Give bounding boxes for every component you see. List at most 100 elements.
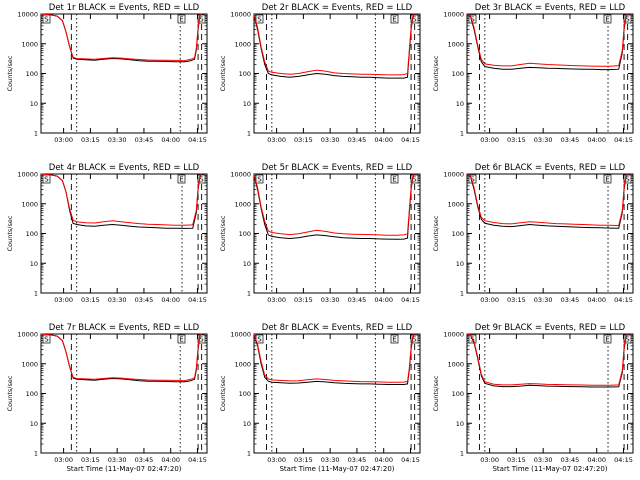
x-tick-label: 04:15 <box>401 136 420 144</box>
y-tick-label: 1 <box>247 290 251 298</box>
y-tick-label: 100 <box>452 390 464 398</box>
corner-label-box <box>42 334 51 344</box>
y-tick-label: 10 <box>30 260 38 268</box>
corner-label: E <box>179 176 183 184</box>
y-tick-label: 1 <box>460 450 464 458</box>
y-tick-label: 10000 <box>230 331 251 339</box>
x-tick-label: 04:15 <box>188 456 207 464</box>
y-tick-label: 10 <box>456 100 464 108</box>
x-tick-label: 04:15 <box>614 136 633 144</box>
corner-label: E <box>392 16 396 24</box>
corner-label-box <box>390 334 399 344</box>
chart-panel: Det 9r BLACK = Events, RED = LLD Counts/s… <box>432 323 634 473</box>
y-tick-label: 10000 <box>17 331 38 339</box>
y-axis-label: Counts/sec <box>432 215 440 251</box>
x-tick-label: 03:00 <box>54 296 73 304</box>
y-tick-label: 10000 <box>17 171 38 179</box>
lld-series-line <box>466 13 628 67</box>
y-tick-label: 1000 <box>21 360 38 368</box>
lld-series-line <box>253 173 415 236</box>
lld-series-line <box>466 333 628 386</box>
x-tick-label: 03:30 <box>108 136 127 144</box>
y-axis-label: Counts/sec <box>432 55 440 91</box>
lld-series-line <box>466 173 628 227</box>
y-tick-label: 10000 <box>230 171 251 179</box>
y-tick-label: 100 <box>239 230 251 238</box>
corner-label: S <box>44 176 49 184</box>
x-tick-label: 04:15 <box>401 296 420 304</box>
corner-label: E <box>179 16 183 24</box>
corner-label-box <box>255 174 264 184</box>
corner-label: S <box>470 16 475 24</box>
y-tick-label: 1 <box>34 450 38 458</box>
x-tick-label: 03:30 <box>534 456 553 464</box>
x-tick-label: 03:45 <box>348 456 367 464</box>
chart-panel: Det 8r BLACK = Events, RED = LLD Counts/s… <box>219 323 421 473</box>
x-tick-label: 03:15 <box>81 456 100 464</box>
corner-label-box <box>197 14 206 24</box>
x-tick-label: 04:00 <box>161 296 180 304</box>
y-tick-label: 10000 <box>443 11 464 19</box>
x-tick-label: 03:30 <box>321 136 340 144</box>
corner-label: E <box>392 336 396 344</box>
events-series-line <box>40 333 202 383</box>
chart-panel: Det 6r BLACK = Events, RED = LLD Counts/s… <box>432 163 634 304</box>
y-tick-label: 100 <box>26 390 38 398</box>
y-tick-label: 10000 <box>230 11 251 19</box>
x-tick-label: 03:45 <box>135 456 154 464</box>
y-tick-label: 1000 <box>447 40 464 48</box>
x-tick-label: 03:00 <box>54 456 73 464</box>
x-tick-label: 04:00 <box>374 456 393 464</box>
x-axis-label: Start Time (11-May-07 02:47:20) <box>66 465 181 473</box>
x-tick-label: 03:15 <box>81 136 100 144</box>
y-tick-label: 100 <box>26 70 38 78</box>
corner-label: E <box>392 176 396 184</box>
y-tick-label: 1 <box>34 290 38 298</box>
x-tick-label: 03:15 <box>507 296 526 304</box>
corner-label-box <box>603 174 612 184</box>
y-axis-label: Counts/sec <box>6 215 14 251</box>
x-tick-label: 03:30 <box>321 456 340 464</box>
lld-series-line <box>40 173 202 226</box>
corner-label: S <box>257 176 262 184</box>
y-tick-label: 10 <box>243 100 251 108</box>
y-tick-label: 100 <box>239 70 251 78</box>
corner-label-box <box>390 174 399 184</box>
corner-label-box <box>390 14 399 24</box>
chart-panel: Det 4r BLACK = Events, RED = LLD Counts/s… <box>6 163 208 304</box>
chart-title: Det 9r BLACK = Events, RED = LLD <box>475 323 626 333</box>
chart-panel: Det 3r BLACK = Events, RED = LLD Counts/s… <box>432 3 634 144</box>
y-axis-label: Counts/sec <box>219 215 227 251</box>
corner-label-box <box>177 334 186 344</box>
x-tick-label: 03:15 <box>507 456 526 464</box>
chart-title: Det 7r BLACK = Events, RED = LLD <box>49 323 200 333</box>
corner-label: E <box>605 16 609 24</box>
y-tick-label: 10000 <box>443 171 464 179</box>
x-tick-label: 03:00 <box>480 456 499 464</box>
corner-label: S <box>625 336 630 344</box>
corner-label: E <box>179 336 183 344</box>
y-tick-label: 10 <box>243 420 251 428</box>
x-axis-label: Start Time (11-May-07 02:47:20) <box>492 465 607 473</box>
y-tick-label: 10000 <box>443 331 464 339</box>
x-tick-label: 04:15 <box>188 296 207 304</box>
corner-label-box <box>177 174 186 184</box>
corner-label: S <box>412 16 417 24</box>
x-tick-label: 03:30 <box>321 296 340 304</box>
chart-panel: Det 2r BLACK = Events, RED = LLD Counts/s… <box>219 3 421 144</box>
corner-label-box <box>42 14 51 24</box>
y-axis-label: Counts/sec <box>6 375 14 411</box>
corner-label: S <box>257 336 262 344</box>
y-tick-label: 1 <box>247 450 251 458</box>
y-tick-label: 1000 <box>21 200 38 208</box>
corner-label: S <box>257 16 262 24</box>
corner-label-box <box>197 334 206 344</box>
x-tick-label: 03:45 <box>348 296 367 304</box>
x-tick-label: 04:00 <box>587 456 606 464</box>
y-axis-label: Counts/sec <box>6 55 14 91</box>
y-tick-label: 10000 <box>17 11 38 19</box>
y-tick-label: 100 <box>452 230 464 238</box>
x-tick-label: 03:15 <box>81 296 100 304</box>
corner-label-box <box>603 334 612 344</box>
